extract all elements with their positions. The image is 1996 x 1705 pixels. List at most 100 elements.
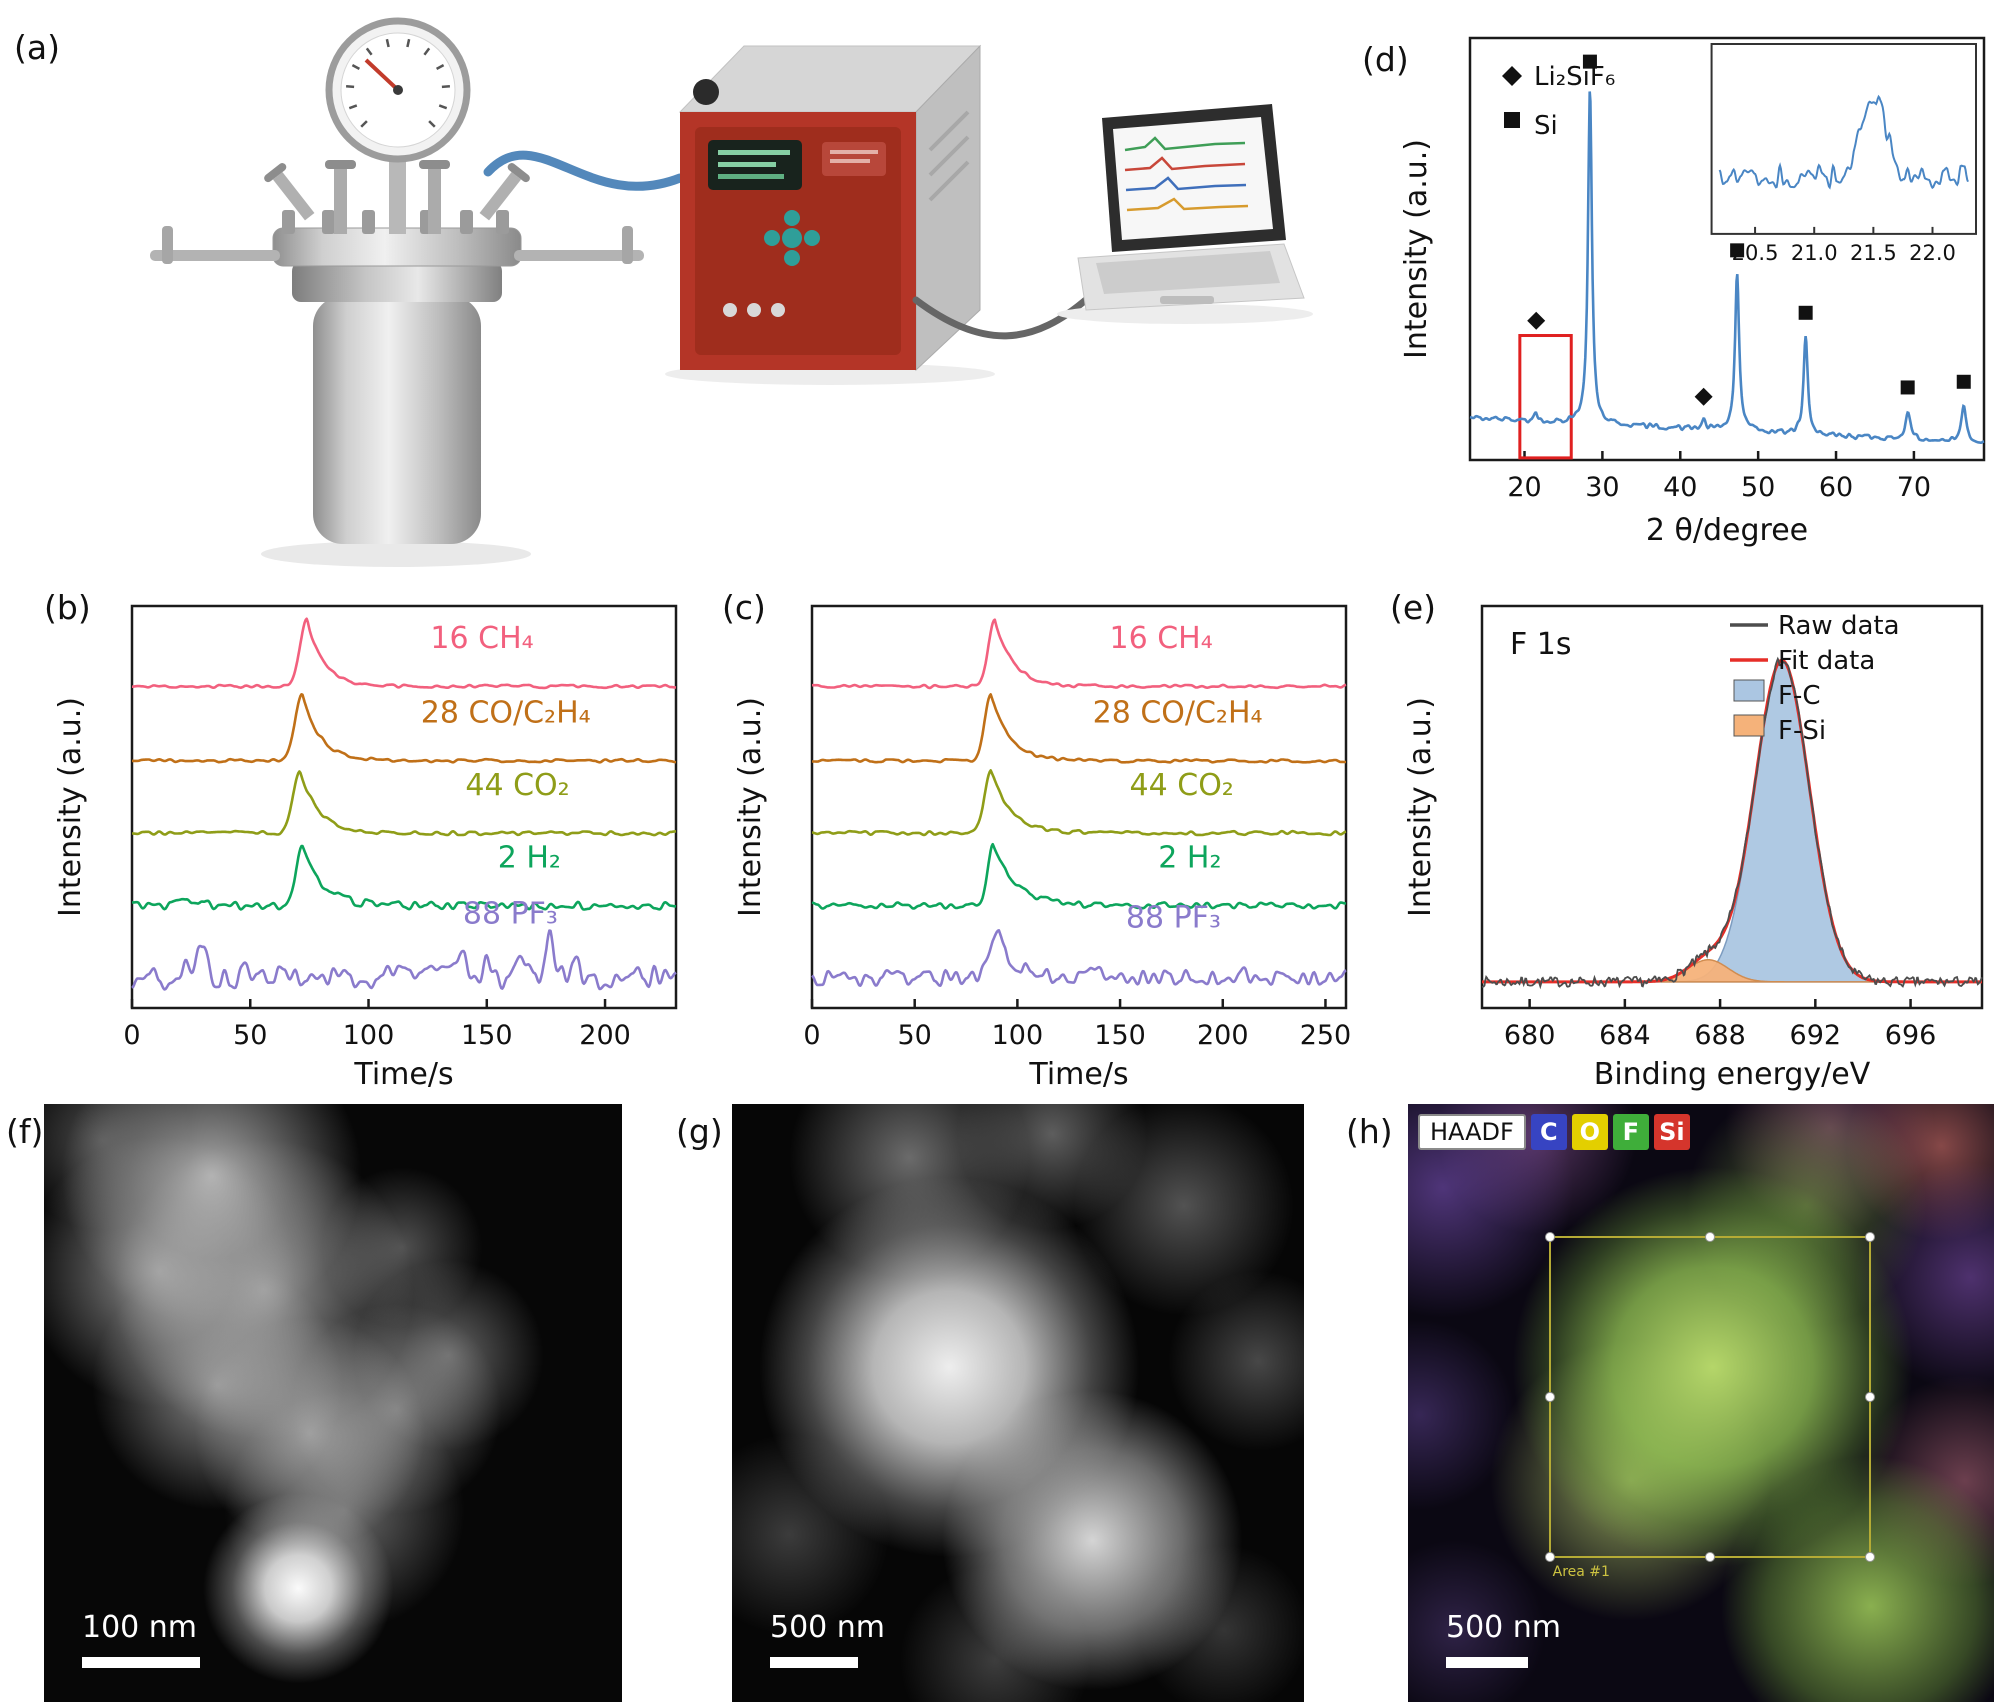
scale-bar-h: 500 nm bbox=[1446, 1610, 1561, 1668]
svg-text:688: 688 bbox=[1694, 1020, 1746, 1051]
svg-text:250: 250 bbox=[1300, 1020, 1352, 1051]
gauge-tick-marks bbox=[346, 38, 450, 128]
svg-text:200: 200 bbox=[1197, 1020, 1249, 1051]
selection-handle bbox=[1544, 1392, 1555, 1402]
badge-element-f: F bbox=[1612, 1114, 1649, 1150]
svg-text:30: 30 bbox=[1585, 472, 1619, 503]
svg-text:F-C: F-C bbox=[1778, 681, 1821, 711]
badge-element-c: C bbox=[1530, 1114, 1567, 1150]
apparatus-illustration bbox=[150, 17, 1313, 567]
svg-text:680: 680 bbox=[1504, 1020, 1556, 1051]
ms-trace-chart-c: 0 50 100 150 200 250 Time/s Intensity (a.u.) 16 … bbox=[733, 604, 1352, 1092]
svg-text:684: 684 bbox=[1599, 1020, 1651, 1051]
svg-text:44 CO₂: 44 CO₂ bbox=[465, 768, 569, 803]
svg-text:50: 50 bbox=[233, 1020, 267, 1051]
svg-text:Fit data: Fit data bbox=[1778, 646, 1875, 676]
svg-text:2 H₂: 2 H₂ bbox=[1158, 840, 1221, 875]
gas-line-tube bbox=[483, 150, 685, 191]
svg-text:22.0: 22.0 bbox=[1909, 241, 1956, 265]
svg-text:Binding energy/eV: Binding energy/eV bbox=[1594, 1057, 1871, 1092]
badge-element-si: Si bbox=[1653, 1114, 1690, 1150]
xrd-chart: 20 30 40 50 60 70 2 θ/degree Intensity (a.u.) Li… bbox=[1399, 36, 1986, 548]
panel-label-g: (g) bbox=[676, 1112, 723, 1151]
panel-label-e: (e) bbox=[1390, 588, 1437, 627]
stem-image-f: 100 nm bbox=[44, 1104, 622, 1702]
panel-label-h: (h) bbox=[1346, 1112, 1393, 1151]
svg-text:Time/s: Time/s bbox=[353, 1057, 453, 1092]
selection-handle bbox=[1704, 1231, 1715, 1242]
svg-text:20.5: 20.5 bbox=[1732, 241, 1779, 265]
eds-channel-badges: HAADF C O F Si bbox=[1418, 1114, 1690, 1150]
panel-label-a: (a) bbox=[14, 28, 60, 67]
svg-text:Intensity (a.u.): Intensity (a.u.) bbox=[1399, 139, 1434, 359]
svg-text:88 PF₃: 88 PF₃ bbox=[1126, 901, 1221, 936]
selection-handle bbox=[1544, 1231, 1555, 1242]
scale-bar-f: 100 nm bbox=[82, 1610, 200, 1668]
eds-selection-box: Area #1 bbox=[1544, 1231, 1875, 1580]
valve-stem-angled bbox=[479, 163, 530, 221]
eds-map-image-h: HAADF C O F Si Area #1 500 nm bbox=[1408, 1104, 1994, 1702]
badge-element-o: O bbox=[1571, 1114, 1608, 1150]
svg-text:Intensity (a.u.): Intensity (a.u.) bbox=[53, 697, 88, 917]
svg-text:F-Si: F-Si bbox=[1778, 716, 1826, 746]
pressure-gauge bbox=[325, 17, 471, 163]
panel-label-c: (c) bbox=[722, 588, 766, 627]
scale-bar-line bbox=[770, 1657, 858, 1668]
selection-handle bbox=[1704, 1552, 1715, 1563]
svg-text:F 1s: F 1s bbox=[1510, 627, 1572, 662]
instrument-keypad bbox=[764, 210, 820, 266]
valve-stem bbox=[428, 168, 441, 234]
svg-text:21.0: 21.0 bbox=[1791, 241, 1838, 265]
svg-text:100: 100 bbox=[343, 1020, 395, 1051]
laptop bbox=[1057, 104, 1313, 324]
panel-label-f: (f) bbox=[6, 1112, 44, 1151]
svg-text:100: 100 bbox=[992, 1020, 1044, 1051]
pressure-reactor bbox=[150, 158, 644, 567]
svg-text:20: 20 bbox=[1507, 472, 1541, 503]
scale-bar-label: 500 nm bbox=[1446, 1610, 1562, 1645]
svg-text:Si: Si bbox=[1534, 111, 1558, 141]
badge-haadf: HAADF bbox=[1418, 1114, 1526, 1150]
xps-chart: 680 684 688 692 696 Binding energy/eV Intensit… bbox=[1403, 604, 1984, 1092]
scale-bar-label: 100 nm bbox=[82, 1610, 198, 1645]
svg-text:2 H₂: 2 H₂ bbox=[498, 840, 561, 875]
scale-bar-line bbox=[1446, 1657, 1528, 1668]
svg-text:696: 696 bbox=[1885, 1020, 1937, 1051]
svg-text:88 PF₃: 88 PF₃ bbox=[463, 897, 558, 932]
handle-bar-left bbox=[150, 250, 280, 261]
svg-text:Li₂SiF₆: Li₂SiF₆ bbox=[1534, 62, 1615, 92]
svg-text:50: 50 bbox=[1741, 472, 1775, 503]
svg-text:28 CO/C₂H₄: 28 CO/C₂H₄ bbox=[1093, 696, 1263, 731]
svg-text:44 CO₂: 44 CO₂ bbox=[1130, 768, 1234, 803]
svg-text:16 CH₄: 16 CH₄ bbox=[1110, 621, 1213, 656]
panel-label-b: (b) bbox=[44, 588, 91, 627]
svg-text:692: 692 bbox=[1790, 1020, 1842, 1051]
svg-text:Raw data: Raw data bbox=[1778, 611, 1900, 641]
scale-bar-line bbox=[82, 1657, 200, 1668]
svg-text:50: 50 bbox=[898, 1020, 932, 1051]
scale-bar-g: 500 nm bbox=[770, 1610, 885, 1668]
svg-text:21.5: 21.5 bbox=[1850, 241, 1897, 265]
laptop-screen bbox=[1113, 117, 1273, 240]
svg-text:Intensity (a.u.): Intensity (a.u.) bbox=[1403, 697, 1438, 917]
gauge-needle bbox=[364, 58, 400, 92]
svg-text:200: 200 bbox=[579, 1020, 631, 1051]
scale-bar-label: 500 nm bbox=[770, 1610, 886, 1645]
svg-text:150: 150 bbox=[461, 1020, 513, 1051]
svg-text:28 CO/C₂H₄: 28 CO/C₂H₄ bbox=[421, 696, 591, 731]
stem-image-g: 500 nm bbox=[732, 1104, 1304, 1702]
valve-stem-angled bbox=[264, 163, 315, 221]
analyzer-instrument bbox=[665, 44, 995, 385]
panel-label-d: (d) bbox=[1362, 40, 1409, 79]
selection-handle bbox=[1544, 1552, 1555, 1563]
svg-text:70: 70 bbox=[1897, 472, 1931, 503]
selection-handle bbox=[1864, 1392, 1875, 1402]
selection-area-label: Area #1 bbox=[1552, 1564, 1610, 1581]
ms-trace-chart-b: 0 50 100 150 200 Time/s Intensity (a.u.) 16 CH₄… bbox=[53, 604, 678, 1092]
svg-text:0: 0 bbox=[123, 1020, 140, 1051]
selection-handle bbox=[1864, 1231, 1875, 1242]
handle-bar-right bbox=[514, 250, 644, 261]
valve-stem bbox=[334, 168, 347, 234]
instrument-knob bbox=[693, 79, 719, 105]
